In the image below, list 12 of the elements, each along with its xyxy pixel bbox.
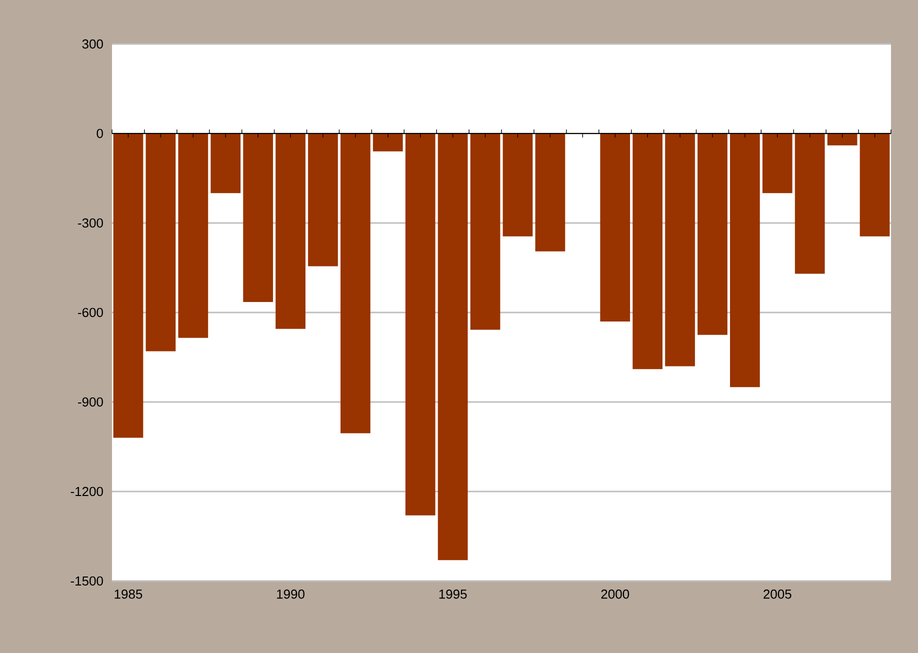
y-tick-label: 0 [96,128,103,138]
x-tick-label: 1985 [114,590,142,599]
y-tick-label: -900 [78,397,103,407]
y-tick-label: -600 [78,308,103,318]
x-tick-label: 1990 [277,590,304,599]
y-tick-label: -300 [78,218,103,228]
y-tick-label: -1500 [70,576,103,586]
x-tick-label: 2005 [764,590,792,599]
x-tick-label: 1995 [439,590,467,599]
y-tick-label: -1200 [70,486,103,496]
x-tick-label: 2000 [601,590,630,599]
y-tick-label: 300 [82,39,103,49]
